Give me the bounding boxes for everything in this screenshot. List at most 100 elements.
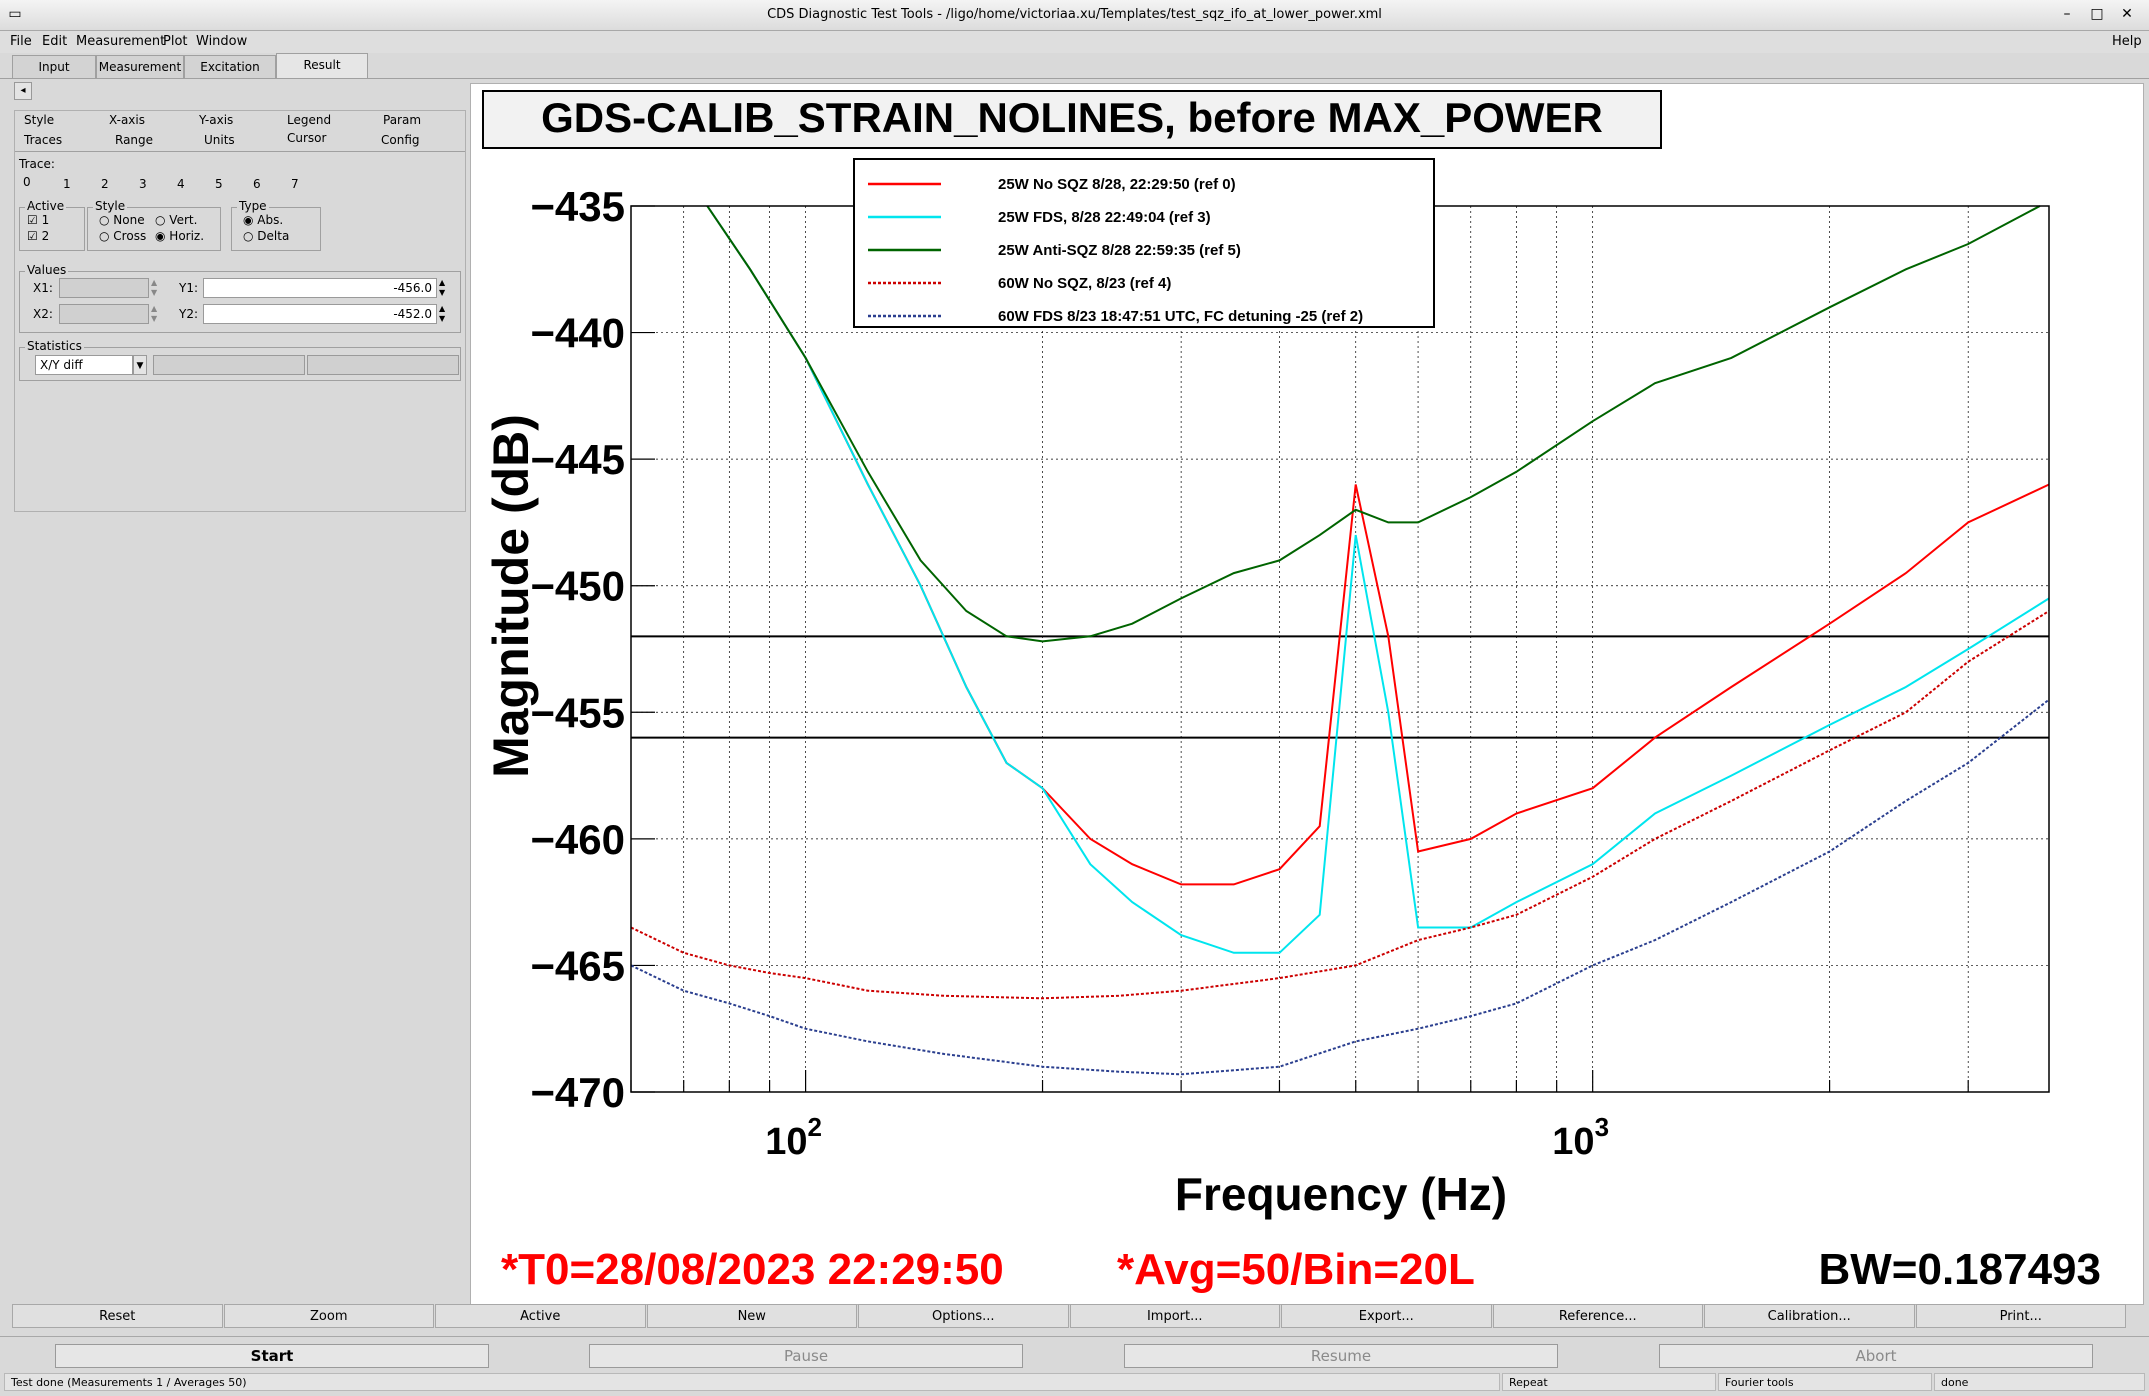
subtab-legend[interactable]: Legend [287, 113, 332, 127]
plot-frame [630, 205, 2050, 1093]
style-cross-radio[interactable]: ○ Cross [99, 229, 147, 243]
avg-info: *Avg=50/Bin=20L [1117, 1245, 1475, 1294]
y-tick-label: −435 [530, 183, 625, 230]
reset-button[interactable]: Reset [12, 1304, 223, 1328]
close-icon[interactable]: ✕ [2121, 6, 2133, 22]
chart-title-box [482, 90, 1662, 149]
control-divider [0, 1336, 2149, 1337]
window-title: CDS Diagnostic Test Tools - /ligo/home/v… [767, 7, 1382, 22]
trace-tab-4[interactable]: 4 [177, 177, 185, 191]
type-delta-label: Delta [257, 229, 290, 243]
scroll-left-icon[interactable]: ◂ [14, 82, 32, 100]
menu-measurement[interactable]: Measurement [76, 34, 166, 49]
trace-tab-6[interactable]: 6 [253, 177, 261, 191]
style-vert-radio[interactable]: ○ Vert. [155, 213, 198, 227]
menu-window[interactable]: Window [196, 34, 248, 49]
cursor-type-label: Type [237, 199, 269, 213]
y2-label: Y2: [179, 307, 199, 321]
spectrum-chart[interactable]: GDS-CALIB_STRAIN_NOLINES, before MAX_POW… [471, 84, 2143, 1304]
active-checkbox-2[interactable]: ☑ 2 [27, 229, 50, 243]
type-abs-radio[interactable]: ◉ Abs. [243, 213, 284, 227]
trace-tab-0[interactable]: 0 [23, 175, 31, 189]
subtab-param[interactable]: Param [383, 113, 422, 127]
legend-entry: 60W FDS 8/23 18:47:51 UTC, FC detuning -… [998, 308, 1363, 325]
x1-spinner[interactable]: ▲ ▼ [151, 278, 158, 297]
x1-label: X1: [33, 281, 53, 295]
calibration-button[interactable]: Calibration... [1704, 1304, 1915, 1328]
x2-spinner[interactable]: ▲ ▼ [151, 304, 158, 323]
active-checkbox-1[interactable]: ☑ 1 [27, 213, 50, 227]
subtab-cursor[interactable]: Cursor [287, 131, 327, 145]
menu-plot[interactable]: Plot [163, 34, 188, 49]
menu-edit[interactable]: Edit [42, 34, 68, 49]
subtab-x-axis[interactable]: X-axis [109, 113, 145, 127]
cursor-type-group [231, 207, 321, 251]
trace-tab-3[interactable]: 3 [139, 177, 147, 191]
new-button[interactable]: New [646, 1304, 857, 1328]
subtab-y-axis[interactable]: Y-axis [199, 113, 234, 127]
x-axis-label: Frequency (Hz) [1175, 1168, 1507, 1220]
x2-label: X2: [33, 307, 53, 321]
style-none-label: None [113, 213, 145, 227]
style-vert-label: Vert. [169, 213, 198, 227]
options-button[interactable]: Options... [858, 1304, 1069, 1328]
style-none-radio[interactable]: ○ None [99, 213, 145, 227]
subtab-units[interactable]: Units [204, 133, 235, 147]
chevron-down-icon[interactable]: ▼ [133, 355, 147, 375]
statistics-selected-value: X/Y diff [40, 358, 83, 372]
window-titlebar: ▭ CDS Diagnostic Test Tools - /ligo/home… [0, 0, 2149, 31]
menu-file[interactable]: File [10, 34, 32, 49]
trace-label: Trace: [19, 157, 55, 171]
chart-legend: 25W No SQZ 8/28, 22:29:50 (ref 0) 25W FDS… [853, 158, 1435, 328]
y1-spinner[interactable]: ▲ ▼ [439, 278, 446, 297]
abort-button[interactable]: Abort [1659, 1344, 2093, 1368]
subtab-config[interactable]: Config [381, 133, 420, 147]
print-button[interactable]: Print... [1915, 1304, 2126, 1328]
zoom-button[interactable]: Zoom [223, 1304, 434, 1328]
export-button[interactable]: Export... [1281, 1304, 1492, 1328]
menu-help[interactable]: Help [2112, 34, 2142, 49]
minimize-icon[interactable]: – [2063, 6, 2071, 22]
status-message: Test done (Measurements 1 / Averages 50) [4, 1373, 1500, 1391]
tab-result[interactable]: Result [276, 53, 368, 79]
tab-measurement[interactable]: Measurement [96, 55, 184, 78]
legend-box [853, 158, 1435, 328]
chart-title: GDS-CALIB_STRAIN_NOLINES, before MAX_POW… [541, 94, 1603, 141]
y1-field[interactable]: -456.0 [203, 278, 437, 298]
x1-field[interactable] [59, 278, 149, 298]
start-button[interactable]: Start [55, 1344, 489, 1368]
tab-input[interactable]: Input [12, 55, 96, 78]
plot-panel[interactable]: GDS-CALIB_STRAIN_NOLINES, before MAX_POW… [470, 83, 2144, 1305]
trace-line-3 [630, 610, 2050, 1000]
trace-tab-2[interactable]: 2 [101, 177, 109, 191]
x2-field[interactable] [59, 304, 149, 324]
subtab-style[interactable]: Style [24, 113, 55, 127]
trace-tab-7[interactable]: 7 [291, 177, 299, 191]
y-tick-label: −440 [530, 310, 625, 357]
t0-info: *T0=28/08/2023 22:29:50 [501, 1245, 1004, 1294]
style-horiz-label: Horiz. [169, 229, 205, 243]
type-delta-radio[interactable]: ○ Delta [243, 229, 290, 243]
maximize-icon[interactable]: □ [2090, 6, 2104, 22]
statistics-value-1 [153, 355, 305, 375]
status-tools: Fourier tools [1718, 1373, 1932, 1391]
tab-excitation[interactable]: Excitation [184, 55, 276, 78]
window-menu-icon[interactable]: ▭ [8, 6, 22, 22]
cursor-style-group [87, 207, 221, 251]
active-button[interactable]: Active [435, 1304, 646, 1328]
y-tick-label: −455 [530, 689, 625, 736]
x-tick-base: 10 [1552, 1121, 1594, 1163]
statistics-select[interactable]: X/Y diff [35, 355, 133, 375]
import-button[interactable]: Import... [1069, 1304, 1280, 1328]
resume-button[interactable]: Resume [1124, 1344, 1558, 1368]
reference-button[interactable]: Reference... [1492, 1304, 1703, 1328]
pause-button[interactable]: Pause [589, 1344, 1023, 1368]
trace-tab-1[interactable]: 1 [63, 177, 71, 191]
subtab-range[interactable]: Range [115, 133, 154, 147]
y2-field[interactable]: -452.0 [203, 304, 437, 324]
style-horiz-radio[interactable]: ◉ Horiz. [155, 229, 205, 243]
trace-tab-5[interactable]: 5 [215, 177, 223, 191]
subtab-traces[interactable]: Traces [24, 133, 63, 147]
plot-options-panel: Style X-axis Y-axis Legend Param Traces … [14, 110, 466, 512]
y2-spinner[interactable]: ▲ ▼ [439, 304, 446, 323]
